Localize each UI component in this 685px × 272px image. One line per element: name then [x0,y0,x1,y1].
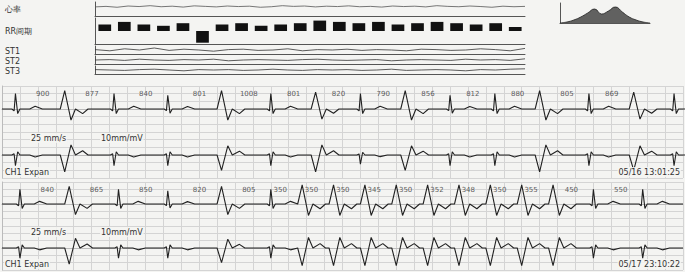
svg-text:801: 801 [287,90,300,98]
svg-text:CH1 Expan: CH1 Expan [5,260,49,269]
svg-text:1008: 1008 [240,90,258,98]
svg-text:350: 350 [336,186,349,194]
svg-text:805: 805 [242,186,255,194]
svg-text:805: 805 [560,90,573,98]
svg-text:25 mm/s: 25 mm/s [31,228,66,237]
svg-text:ST3: ST3 [5,67,20,76]
svg-text:850: 850 [139,186,152,194]
svg-text:880: 880 [511,90,524,98]
svg-text:ST2: ST2 [5,57,20,66]
svg-text:820: 820 [193,186,206,194]
svg-text:350: 350 [493,186,506,194]
svg-text:ST1: ST1 [5,47,20,56]
svg-text:心率: 心率 [4,5,21,14]
svg-text:840: 840 [41,186,54,194]
svg-text:865: 865 [90,186,103,194]
svg-text:820: 820 [332,90,345,98]
svg-text:350: 350 [273,186,286,194]
svg-text:350: 350 [305,186,318,194]
svg-text:348: 348 [462,186,475,194]
svg-text:RR间期: RR间期 [5,27,32,36]
svg-text:10mm/mV: 10mm/mV [101,134,143,143]
svg-text:869: 869 [605,90,618,98]
svg-text:450: 450 [565,186,578,194]
svg-text:856: 856 [421,90,435,98]
svg-text:550: 550 [614,186,627,194]
svg-text:350: 350 [399,186,412,194]
svg-text:10mm/mV: 10mm/mV [101,228,143,237]
svg-text:352: 352 [430,186,443,194]
svg-text:790: 790 [377,90,390,98]
svg-text:840: 840 [139,90,152,98]
svg-text:801: 801 [193,90,206,98]
svg-text:812: 812 [466,90,479,98]
svg-text:CH1 Expan: CH1 Expan [5,168,49,177]
svg-text:355: 355 [524,186,537,194]
svg-text:900: 900 [36,90,49,98]
svg-text:05/16 13:01:25: 05/16 13:01:25 [618,168,680,177]
svg-text:345: 345 [368,186,381,194]
svg-text:05/17 23:10:22: 05/17 23:10:22 [618,260,680,269]
svg-text:25 mm/s: 25 mm/s [31,134,66,143]
svg-text:877: 877 [85,90,98,98]
